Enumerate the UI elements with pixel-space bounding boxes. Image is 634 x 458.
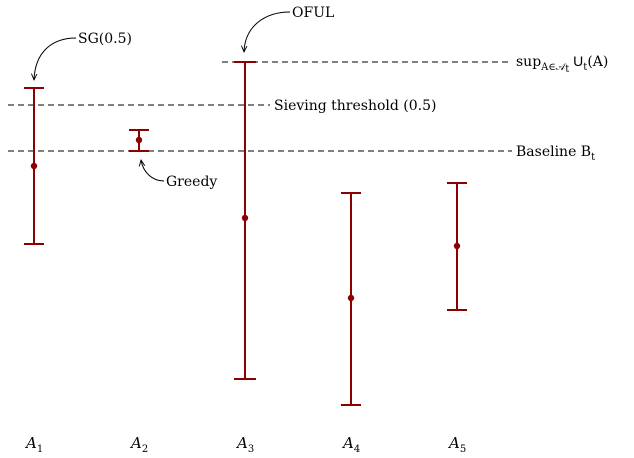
sg-callout-label: SG(0.5) — [78, 31, 132, 47]
sieving-threshold-label: Sieving threshold (0.5) — [274, 98, 437, 114]
interval-a2 — [129, 129, 149, 152]
arm-label-a2: A2 — [129, 434, 148, 455]
oful-callout-arrow — [244, 11, 291, 52]
arm-label-a5: A5 — [447, 434, 466, 455]
interval-a5 — [447, 182, 467, 311]
interval-a4 — [341, 192, 361, 406]
greedy-callout-arrow — [141, 160, 165, 182]
baseline-threshold-label: Baseline Bt — [516, 144, 595, 163]
interval-a3 — [234, 61, 256, 380]
greedy-callout-label: Greedy — [166, 174, 217, 190]
arm-label-a3: A3 — [235, 434, 254, 455]
sg-callout-arrow — [34, 37, 77, 80]
arm-label-a4: A4 — [341, 434, 360, 455]
sup-threshold-label: supA∈𝒜t Ut(A) — [516, 53, 608, 75]
oful-callout-label: OFUL — [292, 5, 334, 21]
arm-label-a1: A1 — [24, 434, 43, 455]
interval-a1 — [24, 87, 44, 245]
